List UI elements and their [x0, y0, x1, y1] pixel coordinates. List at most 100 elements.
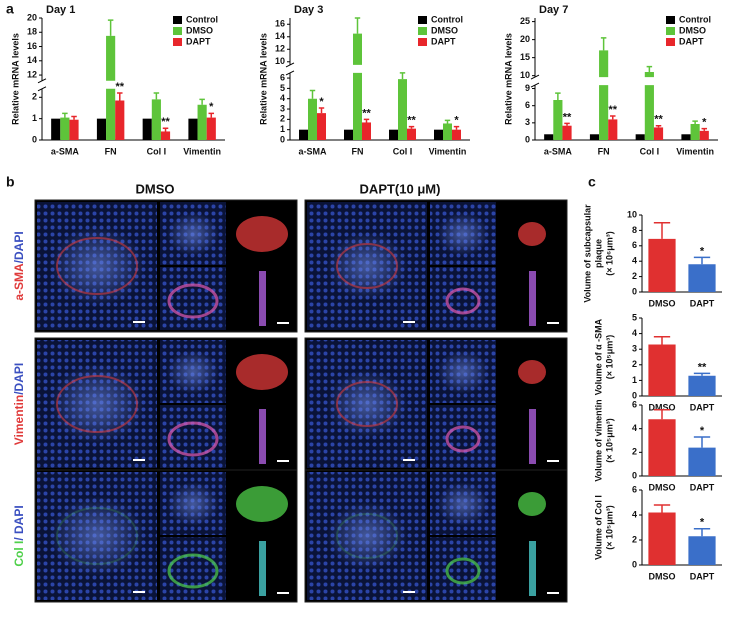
legend-label: DMSO — [186, 25, 213, 35]
stain-streak — [167, 421, 219, 457]
y-axis-title: Volume of α -SMA — [593, 318, 603, 395]
column-title: DAPT(10 μM) — [360, 181, 441, 196]
bar — [51, 118, 61, 140]
bar — [589, 134, 600, 140]
micrograph-glow — [327, 370, 407, 438]
bar — [344, 129, 353, 140]
bar — [407, 128, 416, 140]
stain-outline — [56, 507, 138, 565]
bar — [688, 264, 716, 292]
error-bar — [162, 127, 169, 132]
significance-label: ** — [407, 114, 416, 126]
y-tick-label: 12 — [27, 69, 37, 79]
bar — [688, 536, 716, 565]
error-bar — [354, 17, 361, 34]
error-bar — [408, 125, 415, 129]
y-tick-label: 14 — [27, 55, 37, 65]
x-tick-label: Col I — [393, 146, 413, 156]
row-label: Vimentin/DAPI — [12, 363, 26, 445]
error-bar — [62, 112, 68, 118]
error-bar — [653, 335, 671, 345]
error-bar — [309, 89, 316, 99]
y-tick-label: 0 — [525, 134, 530, 144]
bar — [452, 129, 461, 140]
bar — [562, 125, 572, 140]
x-tick-label: DAPT — [690, 482, 715, 492]
error-bar — [107, 19, 114, 36]
error-bar — [199, 98, 205, 105]
bar — [653, 127, 664, 140]
x-tick-label: a-SMA — [51, 146, 80, 156]
error-bar — [117, 92, 123, 101]
axis-break — [37, 86, 47, 92]
y-axis-title: (× 10⁶μm³) — [604, 231, 614, 275]
stain-outline — [56, 237, 138, 295]
x-tick-label: Col I — [640, 146, 660, 156]
row-label-part: Col I — [12, 541, 26, 567]
error-bar — [692, 120, 698, 124]
y-axis-title: Relative mRNA levels — [503, 33, 513, 125]
y-tick-label: 9 — [525, 83, 530, 93]
y-tick-label: 8 — [632, 225, 637, 235]
y-tick-label: 2 — [632, 271, 637, 281]
y-axis-title: Volume of vimentin — [593, 399, 603, 481]
micrograph-glow — [327, 232, 407, 300]
bar — [142, 118, 152, 140]
error-bar — [610, 115, 616, 120]
bar — [389, 129, 398, 140]
significance-label: * — [700, 425, 705, 437]
y-tick-label: 10 — [275, 56, 285, 66]
error-bar — [453, 125, 460, 130]
legend-label: Control — [679, 14, 711, 24]
bar — [688, 447, 716, 476]
bar — [553, 99, 563, 140]
micrograph-glow — [437, 212, 489, 256]
y-tick-label: 6 — [280, 72, 285, 82]
x-tick-label: FN — [598, 146, 610, 156]
bar — [69, 119, 79, 140]
legend-label: Control — [186, 14, 218, 24]
bar — [648, 344, 676, 396]
y-tick-label: 0 — [32, 134, 37, 144]
y-tick-label: 0 — [632, 286, 637, 296]
y-tick-label: 3 — [525, 117, 530, 127]
stain-blob — [518, 492, 546, 516]
error-bar — [153, 92, 160, 100]
error-bar — [363, 118, 370, 123]
y-tick-label: 20 — [27, 12, 37, 22]
side-view — [259, 271, 266, 326]
x-tick-label: DMSO — [649, 298, 676, 308]
y-axis-title: Volume of subcapsular — [582, 204, 592, 303]
legend-swatch — [418, 38, 427, 46]
y-tick-label: 6 — [525, 100, 530, 110]
bar — [648, 512, 676, 565]
error-bar — [653, 504, 671, 513]
legend-swatch — [173, 16, 182, 24]
micrograph — [430, 267, 496, 330]
micrograph-glow — [49, 364, 145, 444]
panel-label: a — [6, 1, 14, 17]
error-bar — [646, 65, 653, 73]
x-tick-label: Vimentin — [429, 146, 467, 156]
significance-label: ** — [654, 114, 663, 126]
y-tick-label: 12 — [275, 44, 285, 54]
y-tick-label: 16 — [275, 19, 285, 29]
error-bar — [555, 92, 561, 100]
side-view — [259, 541, 266, 596]
stain-outline — [336, 243, 398, 289]
y-tick-label: 15 — [520, 52, 530, 62]
bar — [353, 33, 362, 141]
axis-break — [530, 74, 540, 80]
x-tick-label: Vimentin — [183, 146, 221, 156]
legend-swatch — [418, 27, 427, 35]
bar — [206, 117, 216, 140]
y-axis-title: (× 10⁵μm³) — [604, 418, 614, 463]
x-tick-label: FN — [352, 146, 364, 156]
stain-streak — [445, 425, 481, 453]
y-tick-label: 4 — [632, 256, 637, 266]
side-view — [529, 541, 536, 596]
bar — [608, 119, 618, 140]
row-label-part: /DAPI — [12, 231, 26, 263]
error-bar — [701, 127, 708, 131]
